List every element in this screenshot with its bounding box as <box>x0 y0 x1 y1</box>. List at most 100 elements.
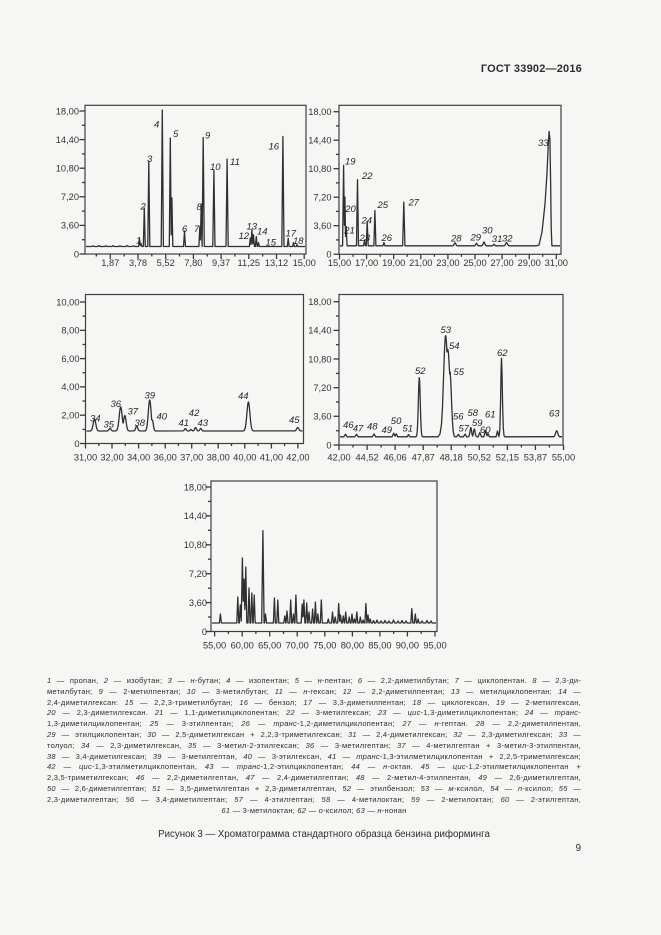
svg-text:29: 29 <box>470 233 482 244</box>
svg-text:15,00: 15,00 <box>328 258 351 268</box>
svg-text:54: 54 <box>449 341 460 352</box>
svg-text:34,00: 34,00 <box>127 452 150 462</box>
svg-text:7,20: 7,20 <box>189 569 207 579</box>
svg-text:22: 22 <box>361 171 373 182</box>
svg-text:3,60: 3,60 <box>61 221 79 231</box>
svg-text:28: 28 <box>450 234 462 245</box>
svg-text:19: 19 <box>345 157 356 168</box>
svg-text:14,40: 14,40 <box>184 511 207 521</box>
svg-text:0: 0 <box>74 439 79 449</box>
svg-text:95,00: 95,00 <box>423 641 446 651</box>
svg-text:35: 35 <box>104 420 115 431</box>
svg-text:3,60: 3,60 <box>313 412 331 422</box>
svg-text:18,00: 18,00 <box>308 297 331 307</box>
svg-text:60,00: 60,00 <box>231 641 254 651</box>
svg-text:14,40: 14,40 <box>308 136 331 146</box>
svg-text:15: 15 <box>266 238 277 249</box>
svg-text:49: 49 <box>382 425 393 436</box>
svg-text:26: 26 <box>381 233 393 244</box>
svg-text:20: 20 <box>344 204 356 215</box>
svg-text:36,00: 36,00 <box>154 452 177 462</box>
svg-text:14: 14 <box>257 227 268 238</box>
svg-text:48,18: 48,18 <box>440 453 463 463</box>
svg-text:62: 62 <box>497 348 508 359</box>
svg-text:10,80: 10,80 <box>56 164 79 174</box>
svg-text:37: 37 <box>128 407 139 418</box>
svg-text:18,00: 18,00 <box>308 107 331 117</box>
svg-text:55,00: 55,00 <box>552 453 575 463</box>
svg-text:58: 58 <box>468 408 479 419</box>
svg-text:59: 59 <box>472 418 483 429</box>
svg-text:40,00: 40,00 <box>233 452 256 462</box>
svg-text:7,80: 7,80 <box>184 258 202 268</box>
svg-text:27,00: 27,00 <box>490 258 513 268</box>
svg-text:55,00: 55,00 <box>203 641 226 651</box>
svg-text:1: 1 <box>136 236 141 247</box>
svg-text:10: 10 <box>210 162 221 173</box>
svg-text:3,78: 3,78 <box>129 258 147 268</box>
svg-text:31: 31 <box>492 234 503 245</box>
svg-text:8,00: 8,00 <box>61 326 79 336</box>
svg-text:34: 34 <box>90 414 101 425</box>
svg-text:16: 16 <box>269 142 280 153</box>
svg-text:31,00: 31,00 <box>74 452 97 462</box>
svg-text:80,00: 80,00 <box>341 641 364 651</box>
svg-text:10,80: 10,80 <box>184 540 207 550</box>
svg-text:24: 24 <box>361 216 373 227</box>
svg-text:46: 46 <box>343 420 354 431</box>
svg-text:11,25: 11,25 <box>238 258 261 268</box>
svg-text:42,00: 42,00 <box>286 452 309 462</box>
svg-text:0: 0 <box>326 250 331 260</box>
svg-text:18,00: 18,00 <box>184 482 207 492</box>
svg-text:47,87: 47,87 <box>412 453 435 463</box>
svg-text:60: 60 <box>480 425 491 436</box>
svg-text:6,00: 6,00 <box>61 354 79 364</box>
svg-text:19,00: 19,00 <box>382 258 405 268</box>
svg-text:0: 0 <box>74 249 79 259</box>
svg-text:4,00: 4,00 <box>61 382 79 392</box>
svg-text:42: 42 <box>189 408 200 419</box>
svg-text:21,00: 21,00 <box>409 258 432 268</box>
svg-text:53,87: 53,87 <box>524 453 547 463</box>
svg-text:90,00: 90,00 <box>396 641 419 651</box>
svg-text:45: 45 <box>289 415 300 426</box>
svg-text:41,00: 41,00 <box>260 452 283 462</box>
svg-text:25,00: 25,00 <box>463 258 486 268</box>
svg-text:37,00: 37,00 <box>180 452 203 462</box>
svg-text:2,00: 2,00 <box>61 411 79 421</box>
svg-text:7,20: 7,20 <box>313 383 331 393</box>
svg-text:39: 39 <box>145 391 156 402</box>
svg-text:53: 53 <box>441 325 452 336</box>
svg-text:30: 30 <box>482 226 493 237</box>
svg-text:9: 9 <box>205 131 211 142</box>
svg-text:65,00: 65,00 <box>258 641 281 651</box>
svg-text:85,00: 85,00 <box>368 641 391 651</box>
svg-text:43: 43 <box>198 418 209 429</box>
svg-text:5,52: 5,52 <box>157 258 175 268</box>
svg-text:21: 21 <box>343 226 355 237</box>
svg-text:46,06: 46,06 <box>383 453 406 463</box>
svg-text:17,00: 17,00 <box>355 258 378 268</box>
svg-text:33: 33 <box>538 138 549 149</box>
svg-text:42,00: 42,00 <box>327 453 350 463</box>
svg-text:11: 11 <box>230 157 240 168</box>
svg-text:14,40: 14,40 <box>308 326 331 336</box>
svg-text:0: 0 <box>326 440 331 450</box>
svg-text:55: 55 <box>454 367 465 378</box>
svg-text:23,00: 23,00 <box>436 258 459 268</box>
svg-text:1,87: 1,87 <box>101 258 119 268</box>
svg-text:61: 61 <box>485 410 496 421</box>
svg-text:10,00: 10,00 <box>56 297 79 307</box>
svg-text:75,00: 75,00 <box>313 641 336 651</box>
svg-text:15,00: 15,00 <box>293 258 316 268</box>
svg-text:41: 41 <box>179 418 190 429</box>
svg-text:13,12: 13,12 <box>265 258 288 268</box>
svg-text:50: 50 <box>391 416 402 427</box>
svg-text:3,60: 3,60 <box>313 221 331 231</box>
svg-text:5: 5 <box>173 129 179 140</box>
svg-text:17: 17 <box>286 229 297 240</box>
svg-text:12: 12 <box>239 231 250 242</box>
svg-text:0: 0 <box>202 627 207 637</box>
svg-text:38,00: 38,00 <box>207 452 230 462</box>
svg-text:8: 8 <box>197 202 203 213</box>
